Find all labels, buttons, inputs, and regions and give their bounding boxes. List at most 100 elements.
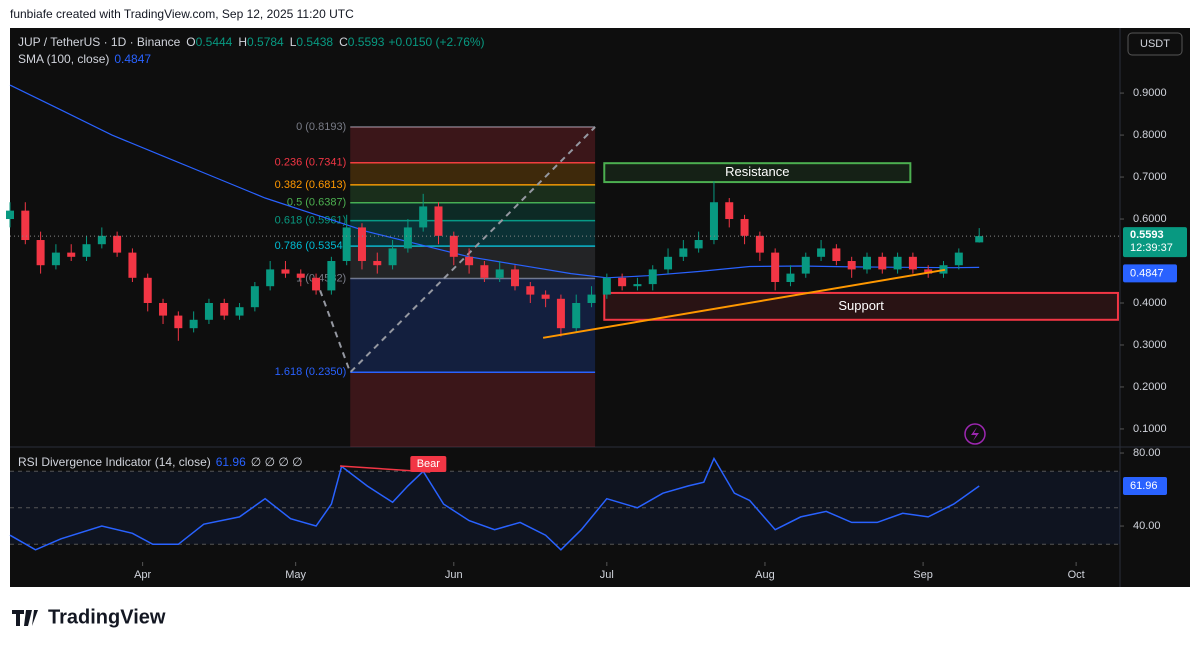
candle-body [725, 202, 734, 220]
rsi-line [9, 456, 980, 551]
candle-body [832, 248, 841, 262]
candle-body [235, 307, 244, 316]
currency[interactable]: USDT [1140, 38, 1170, 50]
fib-lower-zone [350, 372, 596, 447]
fib-band [350, 202, 596, 221]
sma-legend: SMA (100, close) 0.4847 [18, 52, 151, 66]
ohlc-key: L [290, 35, 297, 49]
candle-body [403, 227, 412, 249]
candle-body [174, 315, 183, 329]
y-tick-label: 0.3000 [1133, 339, 1167, 351]
sma-tag [1123, 264, 1177, 283]
y-tick-label: 0.2000 [1133, 381, 1167, 393]
candle-body [373, 261, 382, 266]
candle-body [771, 252, 780, 283]
candle-body [602, 277, 611, 295]
y-tick-label: 0.1000 [1133, 423, 1167, 435]
candle-body [51, 252, 60, 266]
candle-body [817, 248, 826, 257]
rsi-legend: RSI Divergence Indicator (14, close) 61.9… [18, 455, 303, 469]
candle-body [342, 227, 351, 262]
alert-icon [964, 423, 986, 445]
candle-body [526, 286, 535, 295]
candle-body [511, 269, 520, 287]
sma-value: 0.4847 [114, 52, 151, 66]
fib-band [350, 184, 596, 203]
y-tick-label: 0.6000 [1133, 213, 1167, 225]
brand: TradingView [48, 606, 166, 628]
candle-body [847, 261, 856, 270]
zone [603, 162, 912, 184]
candle-body [67, 252, 76, 257]
candle-body [587, 294, 596, 303]
rsi-extra: ∅ ∅ ∅ ∅ [251, 455, 303, 469]
zone-label: Resistance [725, 164, 789, 179]
candle-body [296, 273, 305, 278]
candle-body [495, 269, 504, 278]
rsi-y-tick-label: 40.00 [1133, 520, 1161, 532]
currency-button[interactable] [1127, 32, 1183, 56]
rsi-y-tick-label: 80.00 [1133, 447, 1161, 459]
candle-body [679, 248, 688, 257]
countdown: 12:39:37 [1130, 242, 1173, 254]
candle-body [801, 256, 810, 274]
x-tick-label: Jul [600, 569, 614, 581]
y-tick-label: 0.4000 [1133, 297, 1167, 309]
candle-body [357, 227, 366, 262]
candle-body [250, 286, 259, 308]
x-tick-label: Sep [913, 569, 933, 581]
fib-label: 0.786 (0.5354) [275, 240, 347, 252]
candle-body [281, 269, 290, 274]
fib-band [350, 162, 596, 185]
sma-name: SMA (100, close) [18, 52, 109, 66]
candle-body [633, 284, 642, 287]
candle-body [189, 319, 198, 329]
fib-label: 1.618 (0.2350) [275, 366, 347, 378]
x-tick-label: Aug [755, 569, 775, 581]
zone [603, 291, 1119, 321]
candle-body [709, 202, 718, 241]
candle-body [449, 235, 458, 257]
candle-body [556, 298, 565, 329]
candle-body [924, 269, 933, 274]
rsi-tag [1123, 476, 1167, 495]
candle-body [862, 256, 871, 270]
alert-icon-bolt [971, 427, 979, 441]
trendline [542, 268, 946, 339]
logo [12, 610, 38, 626]
candle-body [908, 256, 917, 270]
candle-body [786, 273, 795, 283]
x-tick-label: Apr [134, 569, 151, 581]
candle-body [618, 277, 627, 287]
candle-body [82, 244, 91, 257]
fib-label: 0.382 (0.6813) [275, 179, 347, 191]
candle-body [694, 240, 703, 249]
candle-body [975, 236, 984, 243]
ohlc-key: C [339, 35, 348, 49]
candle-body [204, 302, 213, 320]
sma-line [9, 84, 980, 279]
candle-body [312, 277, 321, 291]
rsi-tag-label: 61.96 [1130, 480, 1158, 492]
fib-label: 0.236 (0.7341) [275, 157, 347, 169]
candle-body [113, 235, 122, 253]
y-tick-label: 0.8000 [1133, 129, 1167, 141]
candle-body [740, 219, 749, 236]
candle-body [36, 240, 45, 266]
ohlc-key: H [238, 35, 247, 49]
candle-body [572, 302, 581, 329]
ohlc-value: 0.5784 [247, 35, 284, 49]
price-tag-label: 0.5593 [1130, 229, 1164, 241]
x-tick-label: May [285, 569, 306, 581]
candle-body [266, 269, 275, 287]
candle-body [480, 265, 489, 278]
ohlc-value: 0.5593 [348, 35, 385, 49]
y-tick-label: 0.7000 [1133, 171, 1167, 183]
fib-label: 0.618 (0.5961) [275, 215, 347, 227]
candle-body [6, 210, 14, 220]
header: funbiafe created with TradingView.com, S… [10, 7, 354, 21]
fib-band [350, 220, 596, 247]
candle-body [159, 302, 168, 316]
candle-body [465, 256, 474, 266]
